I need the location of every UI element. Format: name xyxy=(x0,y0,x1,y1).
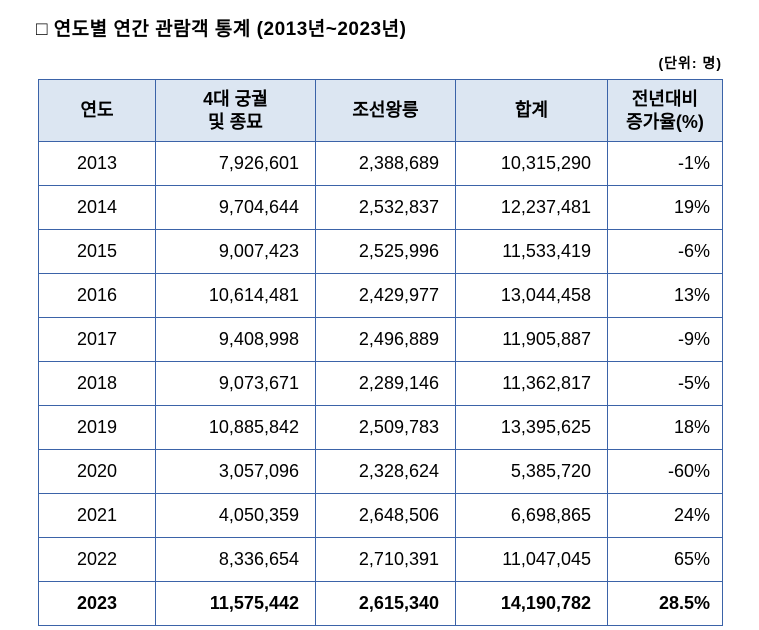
tombs-cell: 2,496,889 xyxy=(315,317,456,362)
total-cell: 14,190,782 xyxy=(455,581,608,626)
tombs-cell: 2,615,340 xyxy=(315,581,456,626)
total-cell: 11,905,887 xyxy=(455,317,608,362)
tombs-cell: 2,710,391 xyxy=(315,537,456,582)
total-cell: 13,395,625 xyxy=(455,405,608,450)
table-row: 2018 9,073,671 2,289,146 11,362,817 -5% xyxy=(38,361,723,406)
yoy-cell: -5% xyxy=(607,361,723,406)
yoy-cell: 18% xyxy=(607,405,723,450)
table-container: (단위: 명) 연도 4대 궁궐 및 종묘 조선왕릉 합계 전년대비 증가율(%… xyxy=(38,53,723,626)
yoy-cell: 65% xyxy=(607,537,723,582)
tombs-cell: 2,328,624 xyxy=(315,449,456,494)
palaces-cell: 4,050,359 xyxy=(155,493,316,538)
total-cell: 12,237,481 xyxy=(455,185,608,230)
yoy-cell: -60% xyxy=(607,449,723,494)
table-row: 2019 10,885,842 2,509,783 13,395,625 18% xyxy=(38,405,723,450)
tombs-cell: 2,289,146 xyxy=(315,361,456,406)
yoy-cell: 19% xyxy=(607,185,723,230)
header-year: 연도 xyxy=(38,79,156,142)
palaces-cell: 9,704,644 xyxy=(155,185,316,230)
year-cell: 2020 xyxy=(38,449,156,494)
palaces-cell: 10,614,481 xyxy=(155,273,316,318)
yoy-cell: 28.5% xyxy=(607,581,723,626)
header-royal-tombs: 조선왕릉 xyxy=(315,79,456,142)
document-page: □ 연도별 연간 관람객 통계 (2013년~2023년) (단위: 명) 연도… xyxy=(0,14,759,630)
palaces-cell: 9,073,671 xyxy=(155,361,316,406)
tombs-cell: 2,648,506 xyxy=(315,493,456,538)
total-cell: 11,047,045 xyxy=(455,537,608,582)
yoy-cell: -6% xyxy=(607,229,723,274)
yoy-cell: -1% xyxy=(607,141,723,186)
year-cell: 2015 xyxy=(38,229,156,274)
total-cell: 6,698,865 xyxy=(455,493,608,538)
palaces-cell: 3,057,096 xyxy=(155,449,316,494)
year-cell: 2019 xyxy=(38,405,156,450)
tombs-cell: 2,388,689 xyxy=(315,141,456,186)
tombs-cell: 2,429,977 xyxy=(315,273,456,318)
table-row: 2013 7,926,601 2,388,689 10,315,290 -1% xyxy=(38,141,723,186)
table-row-2023: 2023 11,575,442 2,615,340 14,190,782 28.… xyxy=(38,581,723,626)
header-row: 연도 4대 궁궐 및 종묘 조선왕릉 합계 전년대비 증가율(%) xyxy=(38,79,723,142)
year-cell: 2023 xyxy=(38,581,156,626)
table-row: 2020 3,057,096 2,328,624 5,385,720 -60% xyxy=(38,449,723,494)
palaces-cell: 7,926,601 xyxy=(155,141,316,186)
total-cell: 13,044,458 xyxy=(455,273,608,318)
tombs-cell: 2,525,996 xyxy=(315,229,456,274)
year-cell: 2018 xyxy=(38,361,156,406)
total-cell: 11,362,817 xyxy=(455,361,608,406)
visitor-stats-table: 연도 4대 궁궐 및 종묘 조선왕릉 합계 전년대비 증가율(%) 2013 7… xyxy=(38,79,723,626)
year-cell: 2021 xyxy=(38,493,156,538)
palaces-cell: 8,336,654 xyxy=(155,537,316,582)
table-row: 2014 9,704,644 2,532,837 12,237,481 19% xyxy=(38,185,723,230)
year-cell: 2022 xyxy=(38,537,156,582)
table-row: 2016 10,614,481 2,429,977 13,044,458 13% xyxy=(38,273,723,318)
table-row: 2017 9,408,998 2,496,889 11,905,887 -9% xyxy=(38,317,723,362)
yoy-cell: 24% xyxy=(607,493,723,538)
year-cell: 2014 xyxy=(38,185,156,230)
yoy-cell: 13% xyxy=(607,273,723,318)
tombs-cell: 2,509,783 xyxy=(315,405,456,450)
unit-note: (단위: 명) xyxy=(658,55,722,71)
table-row: 2015 9,007,423 2,525,996 11,533,419 -6% xyxy=(38,229,723,274)
header-yoy-growth: 전년대비 증가율(%) xyxy=(607,79,723,142)
page-title: □ 연도별 연간 관람객 통계 (2013년~2023년) xyxy=(36,19,407,40)
year-cell: 2013 xyxy=(38,141,156,186)
total-cell: 11,533,419 xyxy=(455,229,608,274)
header-total: 합계 xyxy=(455,79,608,142)
yoy-cell: -9% xyxy=(607,317,723,362)
palaces-cell: 10,885,842 xyxy=(155,405,316,450)
table-row: 2022 8,336,654 2,710,391 11,047,045 65% xyxy=(38,537,723,582)
header-palaces-jongmyo: 4대 궁궐 및 종묘 xyxy=(155,79,316,142)
palaces-cell: 9,007,423 xyxy=(155,229,316,274)
tombs-cell: 2,532,837 xyxy=(315,185,456,230)
palaces-cell: 9,408,998 xyxy=(155,317,316,362)
total-cell: 10,315,290 xyxy=(455,141,608,186)
total-cell: 5,385,720 xyxy=(455,449,608,494)
year-cell: 2017 xyxy=(38,317,156,362)
year-cell: 2016 xyxy=(38,273,156,318)
palaces-cell: 11,575,442 xyxy=(155,581,316,626)
table-row: 2021 4,050,359 2,648,506 6,698,865 24% xyxy=(38,493,723,538)
